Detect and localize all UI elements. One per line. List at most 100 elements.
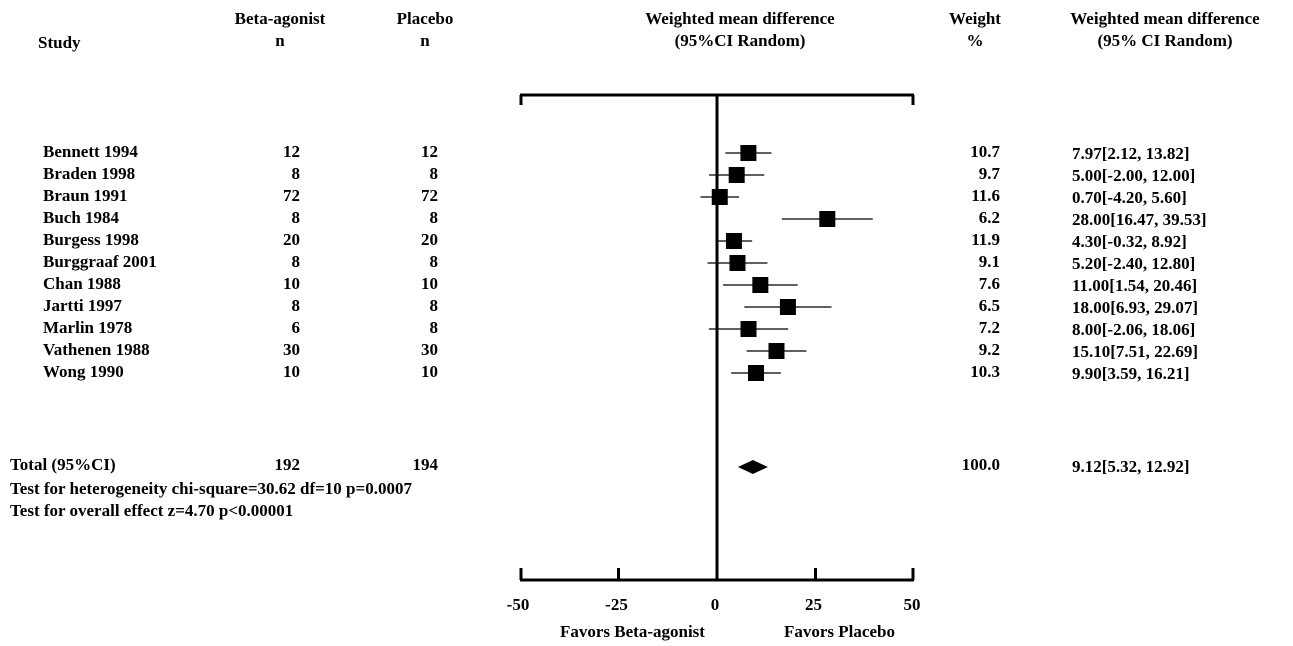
beta-n: 8 [291, 164, 301, 183]
ci-text: 4.30[-0.32, 8.92] [1072, 232, 1187, 251]
ci-text: 5.20[-2.40, 12.80] [1072, 254, 1196, 273]
weight: 11.9 [971, 230, 1000, 249]
beta-n: 8 [291, 296, 301, 315]
study-name: Bennett 1994 [43, 142, 138, 161]
placebo-n: 10 [421, 274, 438, 293]
placebo-n: 8 [429, 318, 439, 337]
header-weight-line2: % [966, 31, 984, 50]
point-estimate [725, 233, 742, 249]
pooled-diamond [737, 460, 768, 474]
beta-n: 30 [283, 340, 300, 359]
ci-text: 18.00[6.93, 29.07] [1072, 298, 1199, 317]
beta-n: 10 [283, 274, 300, 293]
study-name: Burggraaf 2001 [43, 252, 157, 271]
beta-n: 6 [291, 318, 301, 337]
x-tick-label: 50 [904, 595, 921, 614]
weight: 7.6 [978, 274, 1000, 293]
header-beta-line1: Beta-agonist [234, 9, 326, 28]
header-study: Study [38, 33, 81, 52]
point-estimate [711, 189, 728, 205]
study-name: Braden 1998 [43, 164, 136, 183]
ci-text: 0.70[-4.20, 5.60] [1072, 188, 1187, 207]
header-ci-line2: (95% CI Random) [1097, 31, 1233, 50]
beta-n: 72 [283, 186, 300, 205]
point-estimate [752, 277, 769, 293]
placebo-n: 8 [429, 252, 439, 271]
placebo-n: 8 [429, 164, 439, 183]
study-name: Buch 1984 [43, 208, 120, 227]
weight: 9.1 [978, 252, 1000, 271]
study-name: Burgess 1998 [43, 230, 139, 249]
header-beta: Beta-agonist n [225, 8, 335, 52]
beta-n: 8 [291, 208, 301, 227]
study-name: Jartti 1997 [43, 296, 122, 315]
x-tick-label: -50 [507, 595, 530, 614]
weight: 11.6 [971, 186, 1000, 205]
plot-marks [700, 145, 873, 474]
plot-ticks: -50 -25 0 25 50 [507, 568, 921, 614]
header-placebo: Placebo n [375, 8, 475, 52]
weight: 9.7 [978, 164, 1000, 183]
weight: 7.2 [978, 318, 1000, 337]
beta-n: 12 [283, 142, 300, 161]
point-estimate [729, 255, 746, 271]
point-estimate [728, 167, 745, 183]
header-beta-line2: n [275, 31, 285, 50]
weight: 10.3 [970, 362, 1000, 381]
placebo-n: 8 [429, 208, 439, 227]
header-weight: Weight % [935, 8, 1015, 52]
study-name: Braun 1991 [43, 186, 128, 205]
header-placebo-line1: Placebo [396, 9, 454, 28]
point-estimate [740, 145, 757, 161]
header-placebo-line2: n [420, 31, 430, 50]
beta-n: 20 [283, 230, 300, 249]
total-weight: 100.0 [961, 455, 1000, 474]
placebo-n: 10 [421, 362, 438, 381]
weight: 10.7 [970, 142, 1000, 161]
header-ci: Weighted mean difference (95% CI Random) [1040, 8, 1290, 52]
header-plot-line1: Weighted mean difference [645, 9, 835, 28]
beta-n: 10 [283, 362, 300, 381]
weight: 6.2 [978, 208, 1000, 227]
ci-text: 9.90[3.59, 16.21] [1072, 364, 1190, 383]
ci-text: 28.00[16.47, 39.53] [1072, 210, 1207, 229]
favors-placebo-label: Favors Placebo [784, 622, 895, 641]
favors-beta-label: Favors Beta-agonist [560, 622, 705, 641]
study-name: Vathenen 1988 [43, 340, 150, 359]
ci-text: 8.00[-2.06, 18.06] [1072, 320, 1196, 339]
heterogeneity-test: Test for heterogeneity chi-square=30.62 … [10, 479, 412, 498]
study-name: Chan 1988 [43, 274, 121, 293]
ci-text: 5.00[-2.00, 12.00] [1072, 166, 1196, 185]
header-ci-line1: Weighted mean difference [1070, 9, 1260, 28]
overall-effect-test: Test for overall effect z=4.70 p<0.00001 [10, 501, 294, 520]
weight: 6.5 [978, 296, 1000, 315]
header-plot: Weighted mean difference (95%CI Random) [610, 8, 870, 52]
ci-text: 15.10[7.51, 22.69] [1072, 342, 1199, 361]
point-estimate [740, 321, 757, 337]
total-ci: 9.12[5.32, 12.92] [1072, 457, 1190, 476]
study-name: Marlin 1978 [43, 318, 133, 337]
header-weight-line1: Weight [949, 9, 1001, 28]
total-beta-n: 192 [274, 455, 301, 474]
header-plot-line2: (95%CI Random) [674, 31, 806, 50]
weight: 9.2 [978, 340, 1000, 359]
plot-frame [519, 93, 915, 582]
placebo-n: 72 [421, 186, 438, 205]
point-estimate [779, 299, 796, 315]
placebo-n: 8 [429, 296, 439, 315]
placebo-n: 12 [421, 142, 438, 161]
placebo-n: 30 [421, 340, 438, 359]
x-tick-label: 25 [805, 595, 822, 614]
x-tick-label: -25 [605, 595, 628, 614]
x-tick-label: 0 [711, 595, 720, 614]
point-estimate [819, 211, 836, 227]
total-label: Total (95%CI) [10, 455, 116, 474]
point-estimate [768, 343, 785, 359]
ci-text: 11.00[1.54, 20.46] [1072, 276, 1198, 295]
study-name: Wong 1990 [43, 362, 124, 381]
ci-text: 7.97[2.12, 13.82] [1072, 144, 1190, 163]
beta-n: 8 [291, 252, 301, 271]
total-placebo-n: 194 [412, 455, 439, 474]
point-estimate [748, 365, 765, 381]
